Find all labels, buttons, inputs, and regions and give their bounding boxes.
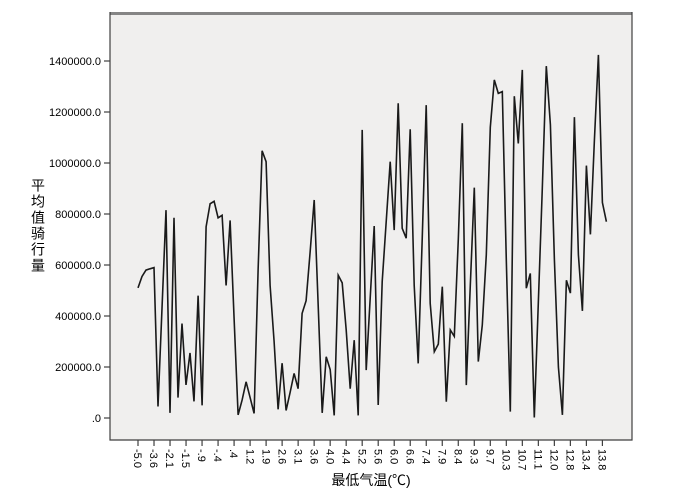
x-tick-label: -.9 xyxy=(195,449,207,462)
x-tick-label: -2.1 xyxy=(163,449,175,468)
y-tick-label: 1000000.0 xyxy=(49,158,101,170)
x-tick-label: 3.1 xyxy=(291,449,303,464)
y-axis-title: 平均值骑行量 xyxy=(28,12,48,440)
x-tick-label: 7.4 xyxy=(419,449,431,464)
x-tick-label: 4.4 xyxy=(339,449,351,464)
y-tick-label: 1200000.0 xyxy=(49,107,101,119)
x-tick-label: 2.6 xyxy=(275,449,287,464)
x-tick-label: -5.0 xyxy=(131,449,143,468)
x-tick-label: 12.8 xyxy=(564,449,576,470)
x-tick-label: 11.1 xyxy=(531,449,543,470)
x-tick-label: 10.7 xyxy=(515,449,527,470)
x-tick-label: 6.0 xyxy=(387,449,399,464)
x-tick-label: 7.9 xyxy=(435,449,447,464)
x-tick-label: -1.5 xyxy=(179,449,191,468)
x-axis-title: 最低气温(℃) xyxy=(331,472,411,488)
x-tick-label: 5.6 xyxy=(371,449,383,464)
y-tick-label: 400000.0 xyxy=(55,311,101,323)
x-tick-label: 10.3 xyxy=(499,449,511,470)
y-tick-label: .0 xyxy=(92,413,101,425)
x-tick-label: -.4 xyxy=(211,449,223,462)
plot-frame xyxy=(109,12,633,441)
y-tick-label: 800000.0 xyxy=(55,209,101,221)
x-tick-label: -3.6 xyxy=(147,449,159,468)
x-tick-label: 3.6 xyxy=(307,449,319,464)
x-tick-label: 9.3 xyxy=(467,449,479,464)
data-line xyxy=(137,54,608,418)
x-tick-label: 12.0 xyxy=(548,449,560,470)
x-tick-label: 13.8 xyxy=(596,449,608,470)
y-tick-label: 600000.0 xyxy=(55,260,101,272)
x-tick-label: 9.7 xyxy=(483,449,495,464)
x-tick-label: 13.4 xyxy=(580,449,592,470)
x-tick-label: 6.6 xyxy=(403,449,415,464)
plot-top-border xyxy=(110,12,632,15)
y-tick-label: 1400000.0 xyxy=(49,56,101,68)
x-tick-label: 1.9 xyxy=(259,449,271,464)
x-tick-label: 8.4 xyxy=(451,449,463,464)
y-axis-title-text: 平均值骑行量 xyxy=(30,178,46,274)
x-tick-label: 4.0 xyxy=(323,449,335,464)
x-tick-label: .4 xyxy=(227,449,239,458)
x-tick-label: 1.2 xyxy=(243,449,255,464)
x-tick-label: 5.2 xyxy=(355,449,367,464)
y-tick-label: 200000.0 xyxy=(55,362,101,374)
